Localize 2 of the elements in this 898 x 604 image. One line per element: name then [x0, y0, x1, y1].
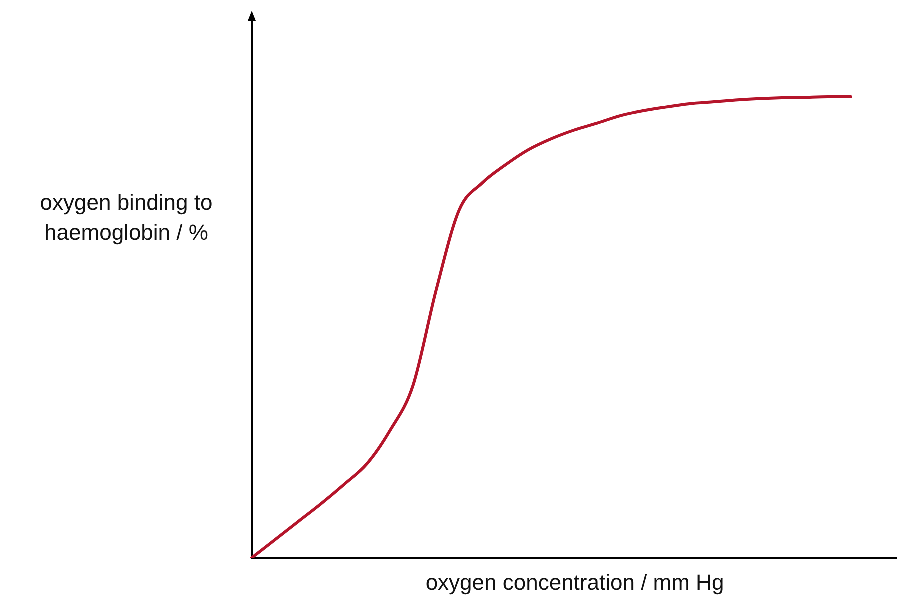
x-axis-title: oxygen concentration / mm Hg — [424, 570, 726, 596]
y-axis-title: oxygen binding to haemoglobin / % — [39, 189, 214, 247]
